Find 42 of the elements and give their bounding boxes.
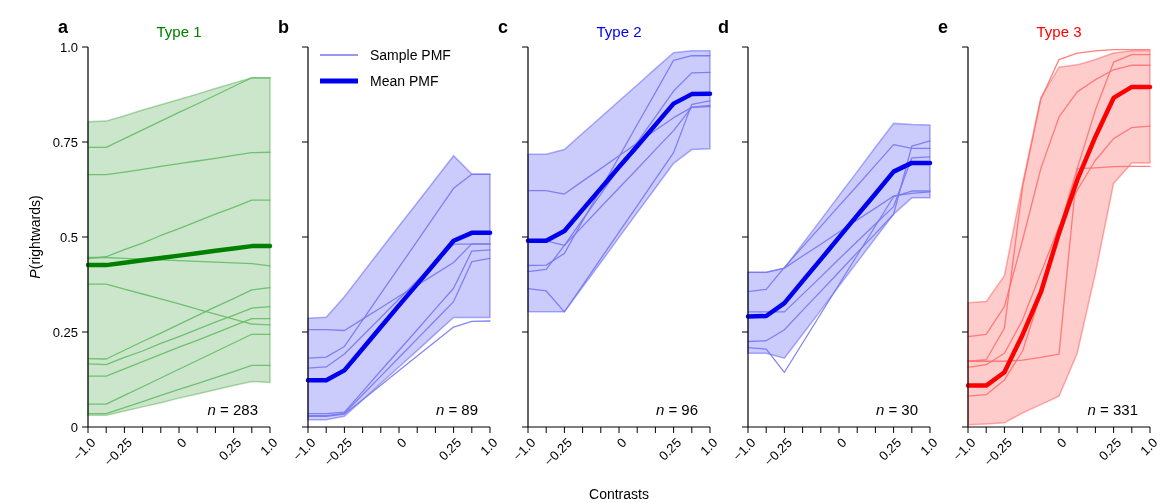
- legend-label: Mean PMF: [370, 72, 439, 89]
- x-tick-label: −1.0: [729, 434, 759, 464]
- text: c: [498, 17, 509, 37]
- legend-label: Sample PMF: [370, 46, 451, 63]
- x-tick-label: 0.25: [655, 434, 685, 464]
- annotation: n = 30: [875, 401, 918, 418]
- x-tick-label: 1.0: [477, 434, 501, 459]
- annotation: n = 331: [1087, 401, 1138, 418]
- x-tick-label: 0: [613, 434, 630, 451]
- x-tick-label: 0.25: [1095, 434, 1125, 464]
- x-tick-label: −1.0: [949, 434, 979, 464]
- x-tick-label: 1.0: [917, 434, 941, 459]
- x-tick-label: 0.25: [875, 434, 905, 464]
- x-tick-label: 0.25: [215, 434, 245, 464]
- annotation: n = 96: [655, 401, 698, 418]
- chart-title: Type 1: [156, 23, 202, 40]
- annotation: n = 283: [207, 401, 258, 418]
- text: e: [938, 17, 949, 37]
- annotation: n = 89: [435, 401, 478, 418]
- y-tick-label: 0.5: [59, 229, 78, 245]
- x-tick-label: 1.0: [697, 434, 721, 459]
- x-tick-label: −1.0: [69, 434, 99, 464]
- x-tick-label: 0: [173, 434, 190, 451]
- text: a: [58, 17, 69, 37]
- x-axis-title: Contrasts: [589, 486, 649, 502]
- x-tick-label: −1.0: [509, 434, 539, 464]
- text: b: [278, 17, 289, 37]
- chart-title: Type 2: [596, 23, 642, 40]
- x-tick-label: 0.25: [435, 434, 465, 464]
- x-tick-label: 1.0: [1137, 434, 1161, 459]
- y-tick-label: 1.0: [59, 39, 78, 55]
- x-tick-label: 0: [833, 434, 850, 451]
- x-tick-label: 1.0: [257, 434, 281, 459]
- y-tick-label: 0: [70, 419, 78, 435]
- text: d: [718, 17, 729, 37]
- y-tick-label: 0.25: [52, 324, 78, 340]
- x-tick-label: 0: [393, 434, 410, 451]
- y-tick-label: 0.75: [52, 134, 78, 150]
- y-axis-title: P(rightwards): [27, 195, 43, 279]
- x-tick-label: 0: [1053, 434, 1070, 451]
- x-tick-label: −1.0: [289, 434, 319, 464]
- chart-title: Type 3: [1036, 23, 1082, 40]
